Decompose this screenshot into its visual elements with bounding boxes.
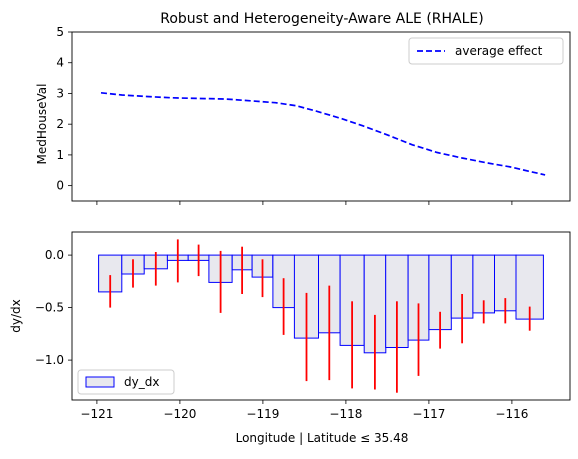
average-effect-line	[100, 91, 546, 176]
top-legend: average effect	[408, 37, 564, 65]
bottom-y-axis-label: dy/dx	[9, 299, 23, 332]
bottom-y-tick-label: −1.0	[35, 353, 64, 367]
dy-dx-legend-swatch	[85, 376, 115, 388]
bottom-x-ticks: −121 −120 −119 −118 −117 −116	[80, 400, 528, 421]
top-y-tick-label: 4	[56, 56, 64, 70]
bottom-x-axis-label: Longitude | Latitude ≤ 35.48	[236, 431, 409, 445]
top-y-tick-label: 3	[56, 86, 64, 100]
top-panel: Robust and Heterogeneity-Aware ALE (RHAL…	[35, 11, 571, 205]
error-bars-group	[109, 239, 531, 393]
bottom-legend-box	[77, 369, 175, 395]
bottom-x-tick-label: −119	[246, 407, 279, 421]
bottom-plot-frame	[71, 231, 571, 401]
bottom-legend: dy_dx	[77, 369, 175, 395]
top-legend-box	[408, 37, 564, 65]
bottom-panel: dy/dx Longitude | Latitude ≤ 35.48 0.0 −0…	[9, 231, 571, 445]
bottom-x-tick-label: −116	[495, 407, 528, 421]
top-y-axis-label: MedHouseVal	[35, 84, 49, 165]
bottom-legend-label: dy_dx	[124, 375, 159, 389]
top-y-tick-label: 5	[56, 25, 64, 39]
bottom-x-tick-label: −118	[329, 407, 362, 421]
bars-group	[98, 254, 544, 354]
bottom-x-tick-label: −120	[163, 407, 196, 421]
top-plot-frame	[71, 31, 571, 202]
bottom-x-tick-label: −121	[80, 407, 113, 421]
top-y-tick-label: 2	[56, 117, 64, 131]
bottom-y-ticks: 0.0 −0.5 −1.0	[35, 248, 72, 367]
top-x-ticks	[96, 201, 513, 205]
top-y-tick-label: 1	[56, 148, 64, 162]
bottom-y-tick-label: −0.5	[35, 301, 64, 315]
top-y-ticks: 0 1 2 3 4 5	[56, 25, 72, 193]
top-legend-label: average effect	[455, 44, 543, 58]
bottom-x-tick-label: −117	[412, 407, 445, 421]
chart-title: Robust and Heterogeneity-Aware ALE (RHAL…	[160, 11, 483, 27]
top-y-tick-label: 0	[56, 179, 64, 193]
bottom-y-tick-label: 0.0	[45, 248, 64, 262]
